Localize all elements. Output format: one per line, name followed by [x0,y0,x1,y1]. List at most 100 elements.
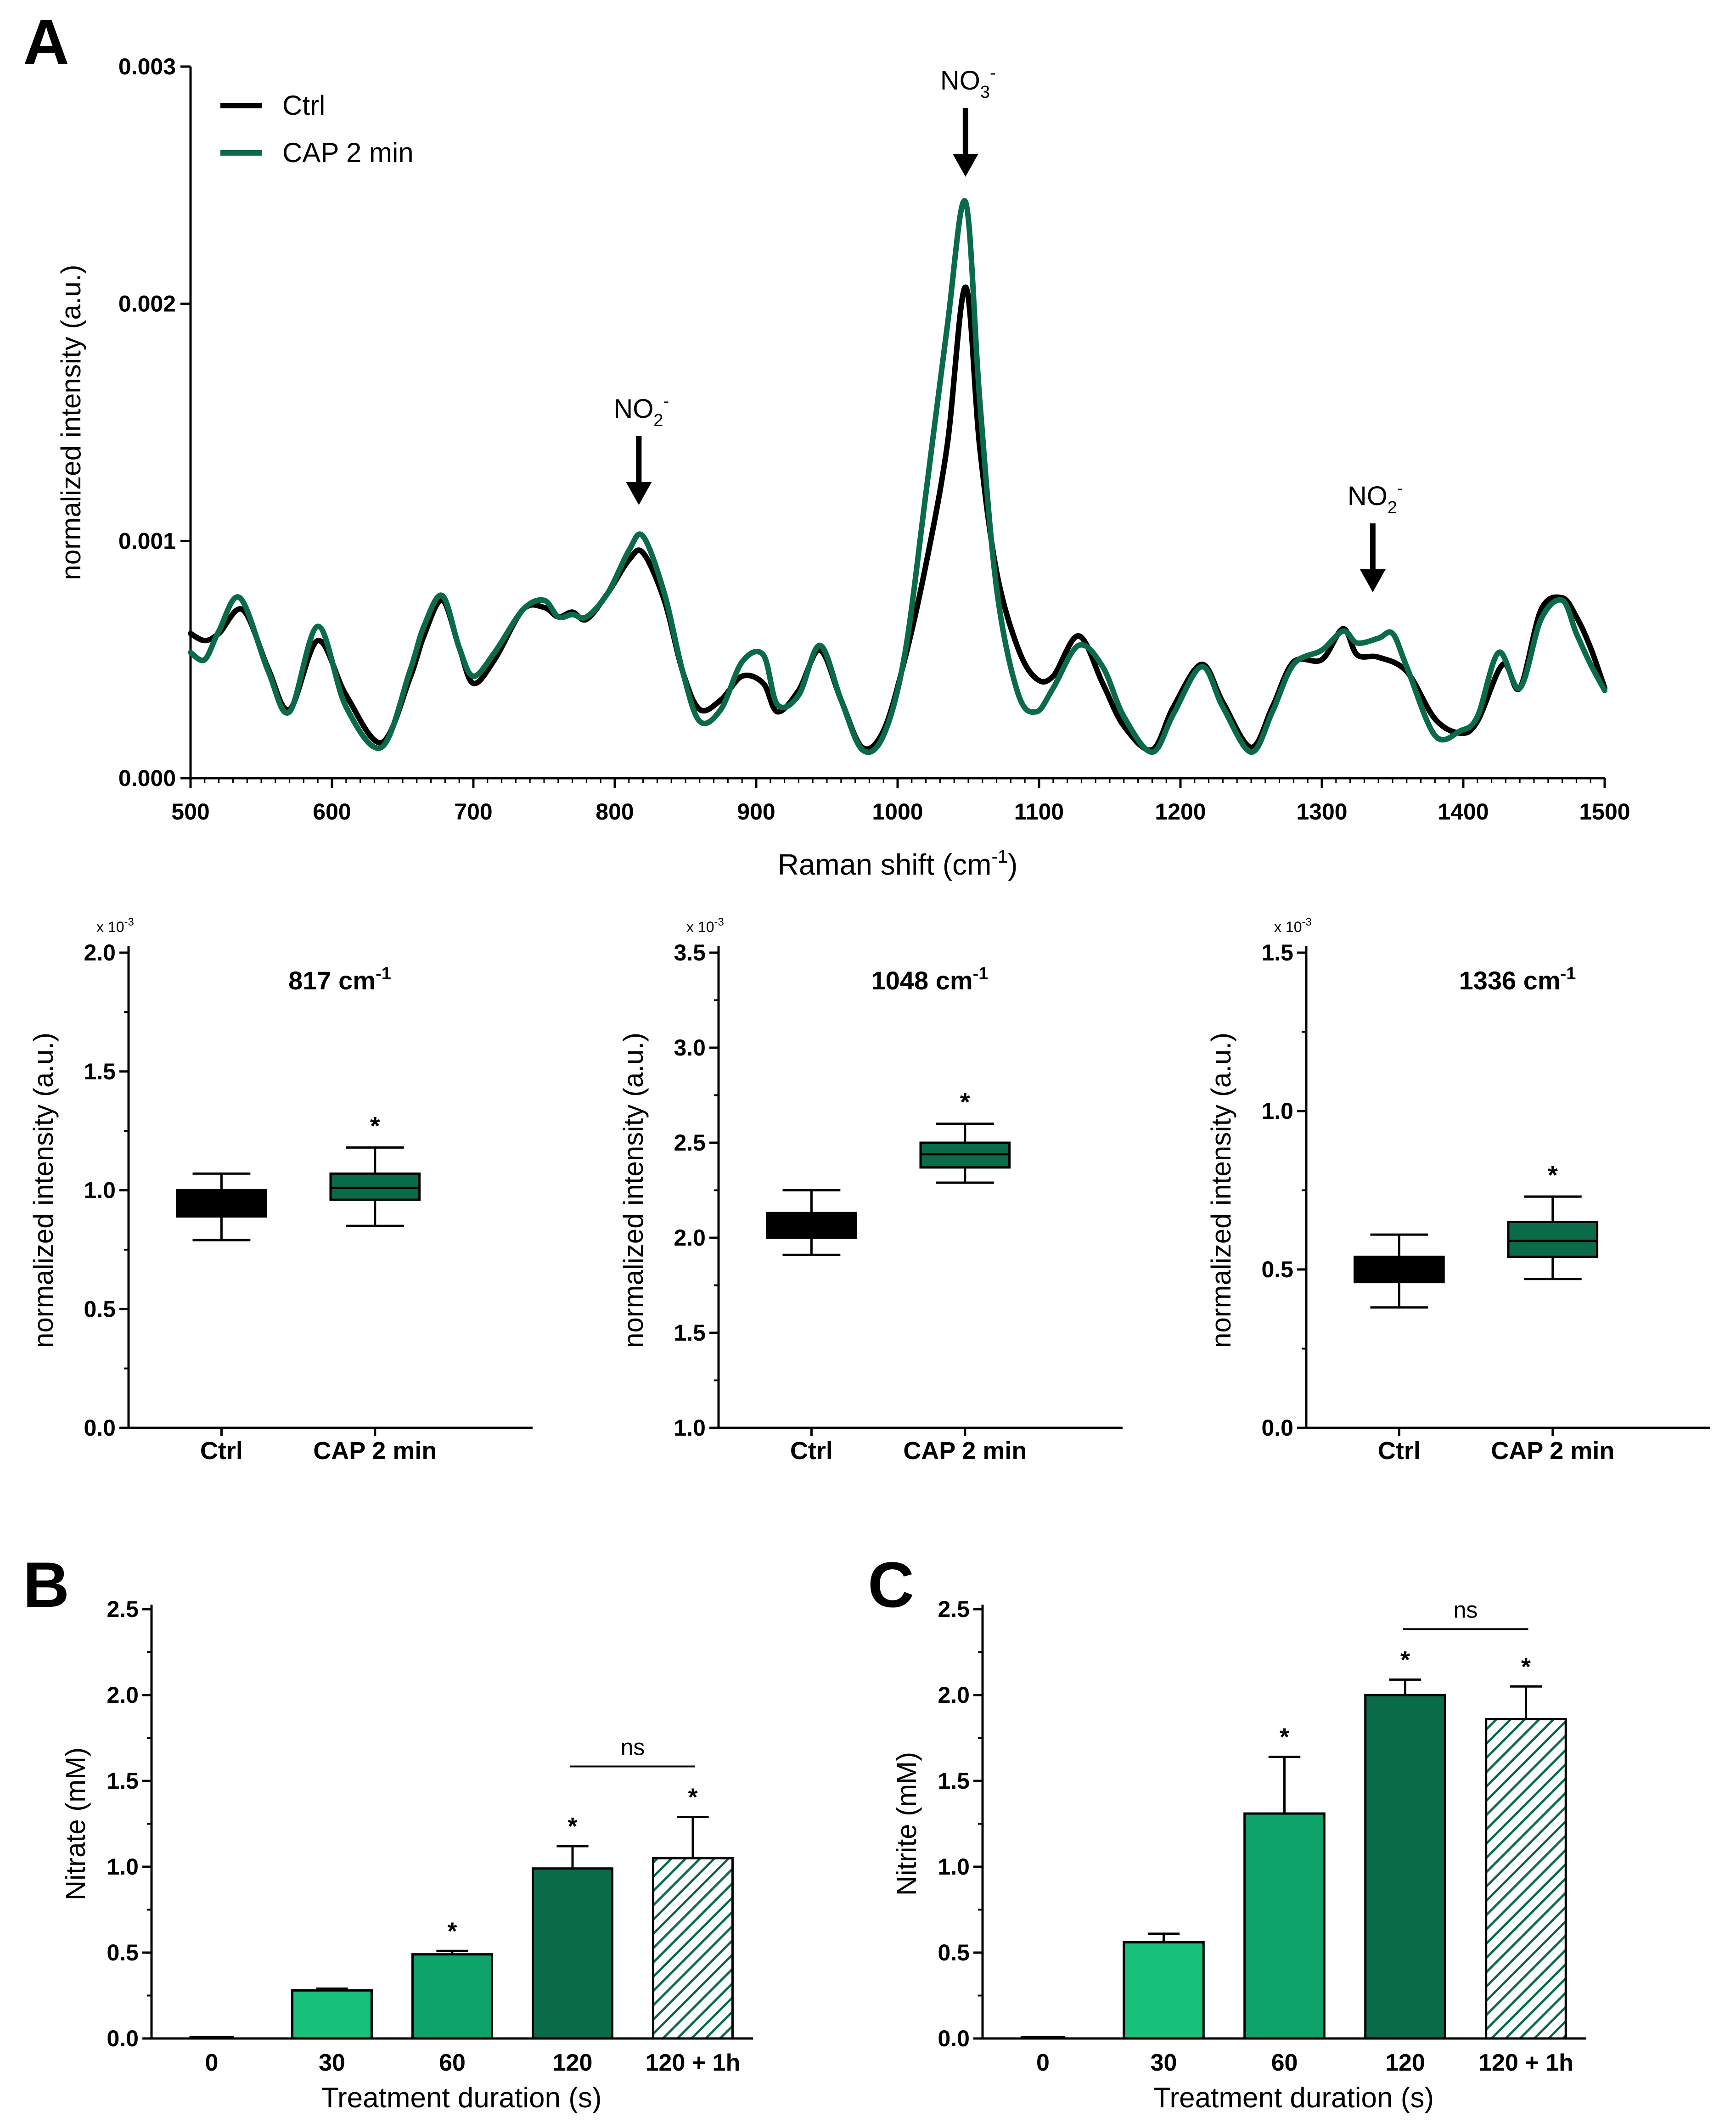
box-scale-sup: -3 [1302,916,1311,928]
legend-label-cap: CAP 2 min [282,137,414,168]
annotation-arrow-head [626,482,652,505]
box-y-tick-label: 3.0 [674,1035,706,1061]
box-scale-base: x 10 [96,919,124,935]
nitrite-bar-chart: 0.0 0.5 1.0 1.5 2.0 2.5 Nitrite (mM) Treatment … [891,1596,1586,2114]
box-iqr [1507,1221,1599,1258]
box-category-label: CAP 2 min [1491,1437,1614,1465]
box-y-tick-label: 1.5 [1261,940,1293,966]
spectrum-line-ctrl [188,284,1607,753]
ns-label: ns [621,1735,645,1760]
bar-category-label: 120 + 1h [646,2049,741,2076]
bar-significance: * [447,1917,457,1945]
bar [291,1989,373,2040]
spectrum-x-tick-label: 1500 [1579,799,1630,825]
bar-significance: * [1521,1653,1531,1680]
spectrum-x-tick-label: 900 [737,799,775,825]
annotation-label: NO3- [940,63,996,102]
annotation-arrow-head [952,154,978,177]
bar-category-label: 120 [1385,2049,1425,2076]
box-y-tick-label: 0.5 [1261,1257,1293,1282]
box-y-tick-label: 1.0 [674,1415,706,1441]
bar-category-label: 120 + 1h [1478,2049,1573,2076]
panel-letter-a: A [23,6,69,78]
box-title: 1336 cm-1 [1459,964,1576,995]
box-y-tick-label: 0.0 [1261,1415,1293,1441]
spectrum-x-tick-label: 600 [313,799,351,825]
box-significance: * [960,1088,970,1117]
box-scale-label: x 10-3 [96,916,134,935]
box-iqr [176,1189,267,1218]
bar-x-label: Treatment duration (s) [1153,2082,1434,2114]
bar [1364,1694,1446,2040]
nitrate-bar-chart: 0.0 0.5 1.0 1.5 2.0 2.5 Nitrate (mM) Treatment … [60,1596,753,2114]
box-title-sup: -1 [1561,964,1576,983]
bar-y-label: Nitrite (mM) [891,1752,922,1896]
bar-significance: * [567,1813,577,1840]
bar-y-tick-label: 0.0 [107,2026,139,2051]
box-y-tick-label: 2.5 [674,1130,706,1156]
box-y-tick-label: 2.0 [674,1225,706,1251]
box-category-label: Ctrl [1378,1437,1421,1465]
box-scale-label: x 10-3 [686,916,724,935]
annotation-label: NO2- [613,392,669,430]
bar-category-label: 30 [319,2049,345,2076]
annotation-label-base: NO [613,394,653,424]
box-y-label: normalized intensity (a.u.) [618,1033,649,1348]
bar [1243,1812,1326,2040]
box-y-tick-label: 1.0 [84,1178,116,1203]
box-title: 1048 cm-1 [871,964,989,995]
spectrum-x-tick-label: 1400 [1438,799,1489,825]
box-iqr [329,1172,421,1201]
boxplot-1336: 0.0 0.5 1.0 1.5 x 10-3 1336 cm-1 normalized in… [1206,916,1710,1465]
bar-y-tick-label: 2.0 [107,1682,139,1708]
bar-category-label: 60 [439,2049,466,2076]
bar-category-label: 60 [1271,2049,1298,2076]
bar-y-tick-label: 0.0 [938,2026,970,2051]
box-title-sup: -1 [973,964,989,983]
box-y-label: normalized intensity (a.u.) [28,1033,59,1348]
spectrum-x-tick-label: 800 [596,799,634,825]
box-category-label: Ctrl [200,1437,243,1465]
bar-y-tick-label: 1.5 [938,1768,970,1794]
boxplot-1048: 1.0 1.5 2.0 2.5 3.0 3.5 x 10-3 1048 cm-1 normali… [618,916,1123,1465]
bar-category-label: 0 [1036,2049,1050,2076]
bar-y-label: Nitrate (mM) [60,1747,91,1900]
box-title-base: 1048 cm [871,966,973,995]
box-category-label: CAP 2 min [903,1437,1027,1465]
boxplot-817: 0.0 0.5 1.0 1.5 2.0 x 10-3 817 cm-1 normalized … [28,916,533,1465]
spectrum-y-tick-label: 0.000 [118,765,176,791]
spectrum-x-tick-label: 1200 [1155,799,1206,825]
bar-significance: * [1400,1646,1410,1673]
spectrum-y-tick-label: 0.003 [118,54,176,79]
box-y-tick-label: 3.5 [674,940,706,966]
bar-y-tick-label: 0.5 [938,1940,970,1965]
bar-x-label: Treatment duration (s) [321,2082,601,2114]
box-y-tick-label: 2.0 [84,940,116,966]
spectrum-y-tick-label: 0.001 [118,528,176,554]
bar-category-label: 120 [553,2049,593,2076]
spectrum-x-label: Raman shift (cm-1) [778,847,1018,881]
box-y-tick-label: 0.0 [84,1415,116,1441]
annotation-label-sub: 3 [980,83,990,102]
annotation-label-sub: 2 [653,411,663,430]
annotation-label-sub: 2 [1388,498,1397,517]
bar [1123,1941,1205,2040]
box-y-tick-label: 1.5 [84,1059,116,1084]
spectrum-x-label-close: ) [1008,848,1017,881]
box-category-label: Ctrl [790,1437,833,1465]
box-scale-sup: -3 [124,916,134,928]
spectrum-x-tick-label: 700 [454,799,492,825]
box-y-tick-label: 0.5 [84,1296,116,1322]
bar-y-tick-label: 2.0 [938,1682,970,1708]
panel-letter-c: C [868,1549,914,1621]
bar [1485,1718,1567,2040]
bar-significance: * [1280,1724,1289,1751]
bar-y-tick-label: 2.5 [107,1596,139,1622]
bar-significance: * [688,1784,697,1811]
annotation-label-sup: - [1397,479,1403,498]
box-scale-sup: -3 [714,916,724,928]
spectrum-x-label-base: Raman shift (cm [778,848,992,881]
spectrum-chart: 0.000 0.001 0.002 0.003 500 600 700 800 900 1000… [56,54,1630,881]
legend-label-ctrl: Ctrl [282,90,325,121]
